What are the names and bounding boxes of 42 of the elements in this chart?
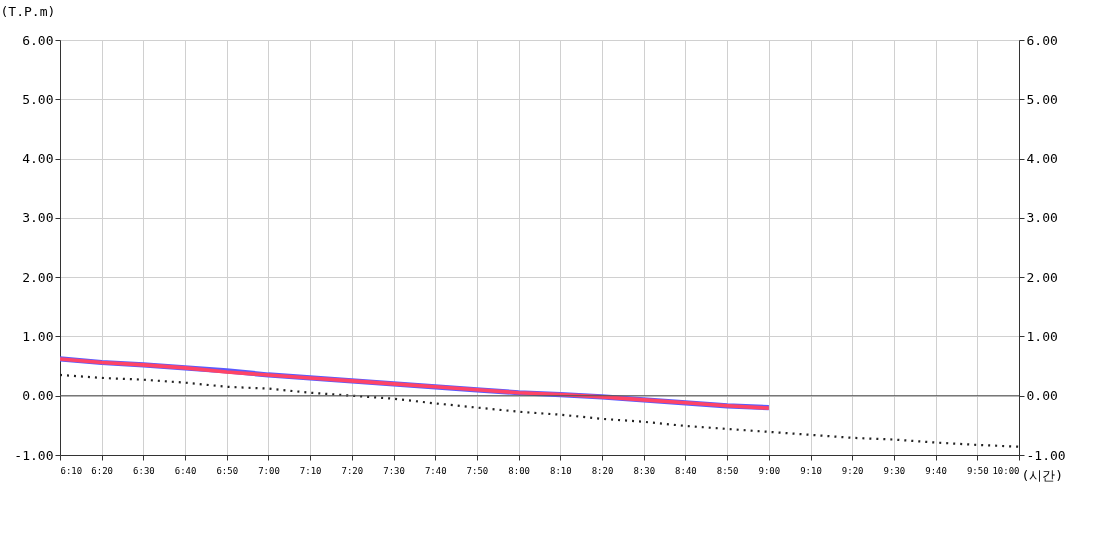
y2-tick-label: 6.00 xyxy=(1026,32,1058,48)
x-tick-label: 9:40 xyxy=(925,465,947,476)
y-tick-label: 3.00 xyxy=(22,210,54,226)
x-tick-label: 10:00 xyxy=(992,465,1020,476)
x-tick-label: 8:10 xyxy=(550,465,572,476)
x-tick-label: 8:30 xyxy=(633,465,656,476)
y-tick-label: 0.00 xyxy=(22,388,54,404)
y-tick-label: 6.00 xyxy=(22,32,54,48)
x-tick-label: 7:00 xyxy=(258,465,280,476)
x-tick-label: 7:50 xyxy=(466,465,489,476)
y2-tick-label: 1.00 xyxy=(1026,328,1058,344)
x-tick-label: 9:50 xyxy=(966,465,989,476)
y-tick-label: 4.00 xyxy=(22,151,54,167)
x-tick-label: 9:30 xyxy=(883,465,906,476)
y2-tick-label: 5.00 xyxy=(1026,91,1058,107)
y2-tick-label: 4.00 xyxy=(1026,151,1058,167)
x-tick-label: 6:40 xyxy=(174,465,197,476)
y-tick-label: 1.00 xyxy=(22,328,54,344)
x-tick-label: 7:40 xyxy=(424,465,447,476)
x-tick-label: 8:50 xyxy=(716,465,739,476)
y-tick-label: 5.00 xyxy=(22,91,54,107)
x-tick-label: 6:20 xyxy=(91,465,114,476)
y-tick-label: -1.00 xyxy=(14,447,54,463)
x-axis-title: (시간) xyxy=(1021,467,1064,483)
x-tick-label: 6:30 xyxy=(133,465,155,476)
x-tick-label: 6:50 xyxy=(216,465,239,476)
x-tick-label: 7:10 xyxy=(299,465,322,476)
y-axis-title: (T.P.m) xyxy=(0,3,56,19)
x-tick-label: 9:20 xyxy=(841,465,864,476)
x-tick-label: 8:00 xyxy=(508,465,530,476)
x-tick-label: 9:10 xyxy=(800,465,822,476)
x-tick-label: 6:10 xyxy=(60,465,83,476)
y2-tick-label: 3.00 xyxy=(1026,210,1058,226)
x-tick-label: 7:20 xyxy=(341,465,364,476)
x-tick-label: 8:20 xyxy=(591,465,614,476)
x-tick-label: 8:40 xyxy=(675,465,697,476)
y2-tick-label: -1.00 xyxy=(1026,447,1066,463)
x-tick-label: 9:00 xyxy=(758,465,781,476)
x-tick-label: 7:30 xyxy=(383,465,405,476)
y-tick-label: 2.00 xyxy=(22,269,54,285)
y2-tick-label: 0.00 xyxy=(1026,388,1058,404)
y2-tick-label: 2.00 xyxy=(1026,269,1058,285)
